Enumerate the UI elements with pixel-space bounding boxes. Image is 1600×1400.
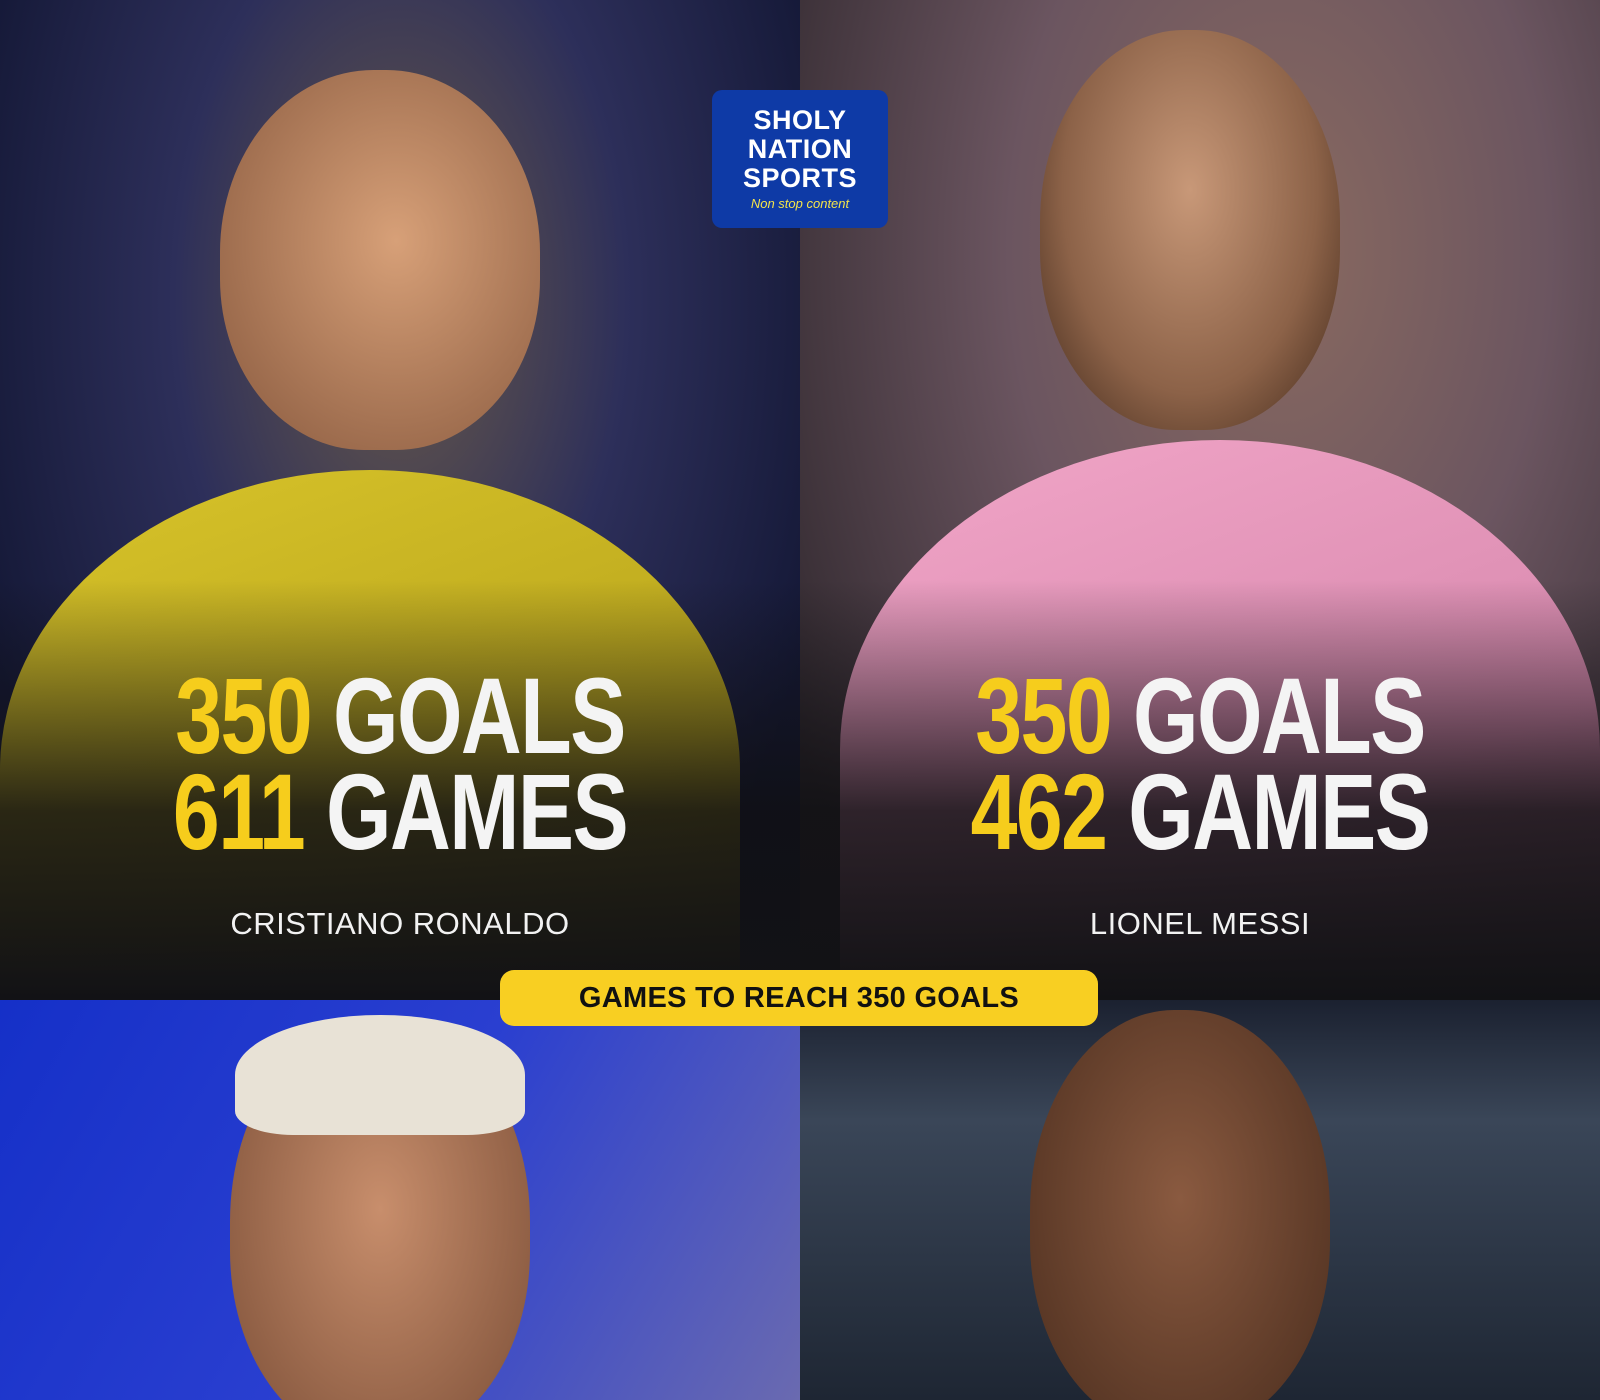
neymar-photo xyxy=(0,1000,800,1400)
ronaldo-stats: 350 GOALS 611 GAMES xyxy=(0,662,800,866)
sholy-nation-sports-logo: SHOLY NATION SPORTS Non stop content xyxy=(712,90,888,228)
games-line: 462 GAMES xyxy=(888,758,1512,866)
messi-stats: 350 GOALS 462 GAMES xyxy=(800,662,1600,866)
logo-line: SPORTS xyxy=(742,163,858,193)
bottom-shade xyxy=(0,580,800,1000)
title-banner: GAMES TO REACH 350 GOALS xyxy=(500,970,1098,1026)
games-label: GAMES xyxy=(1128,751,1431,872)
games-count: 462 xyxy=(970,751,1108,872)
games-label: GAMES xyxy=(325,751,629,872)
mbappe-photo xyxy=(800,1000,1600,1400)
goals-count: 350 xyxy=(975,655,1112,776)
logo-line: NATION xyxy=(747,134,853,164)
goals-line: 350 GOALS xyxy=(888,662,1512,770)
games-count: 611 xyxy=(172,751,306,872)
goals-line: 350 GOALS xyxy=(88,662,712,770)
games-line: 611 GAMES xyxy=(88,758,712,866)
player-name: LIONEL MESSI xyxy=(1089,906,1311,941)
messi-head xyxy=(1040,30,1340,430)
goals-label: GOALS xyxy=(332,655,626,776)
logo-line: SHOLY xyxy=(753,105,847,135)
mbappe-head xyxy=(1030,1010,1330,1400)
player-name: CRISTIANO RONALDO xyxy=(230,906,570,941)
ronaldo-photo: 350 GOALS 611 GAMES CRISTIANO RONALDO xyxy=(0,0,800,1000)
goals-label: GOALS xyxy=(1132,655,1426,776)
bottom-shade xyxy=(800,580,1600,1000)
messi-photo: 350 GOALS 462 GAMES LIONEL MESSI xyxy=(800,0,1600,1000)
goals-count: 350 xyxy=(175,655,312,776)
neymar-hair xyxy=(235,1015,525,1135)
logo-tagline: Non stop content xyxy=(750,196,850,211)
banner-label: GAMES TO REACH 350 GOALS xyxy=(578,981,1020,1014)
ronaldo-head xyxy=(220,70,540,450)
